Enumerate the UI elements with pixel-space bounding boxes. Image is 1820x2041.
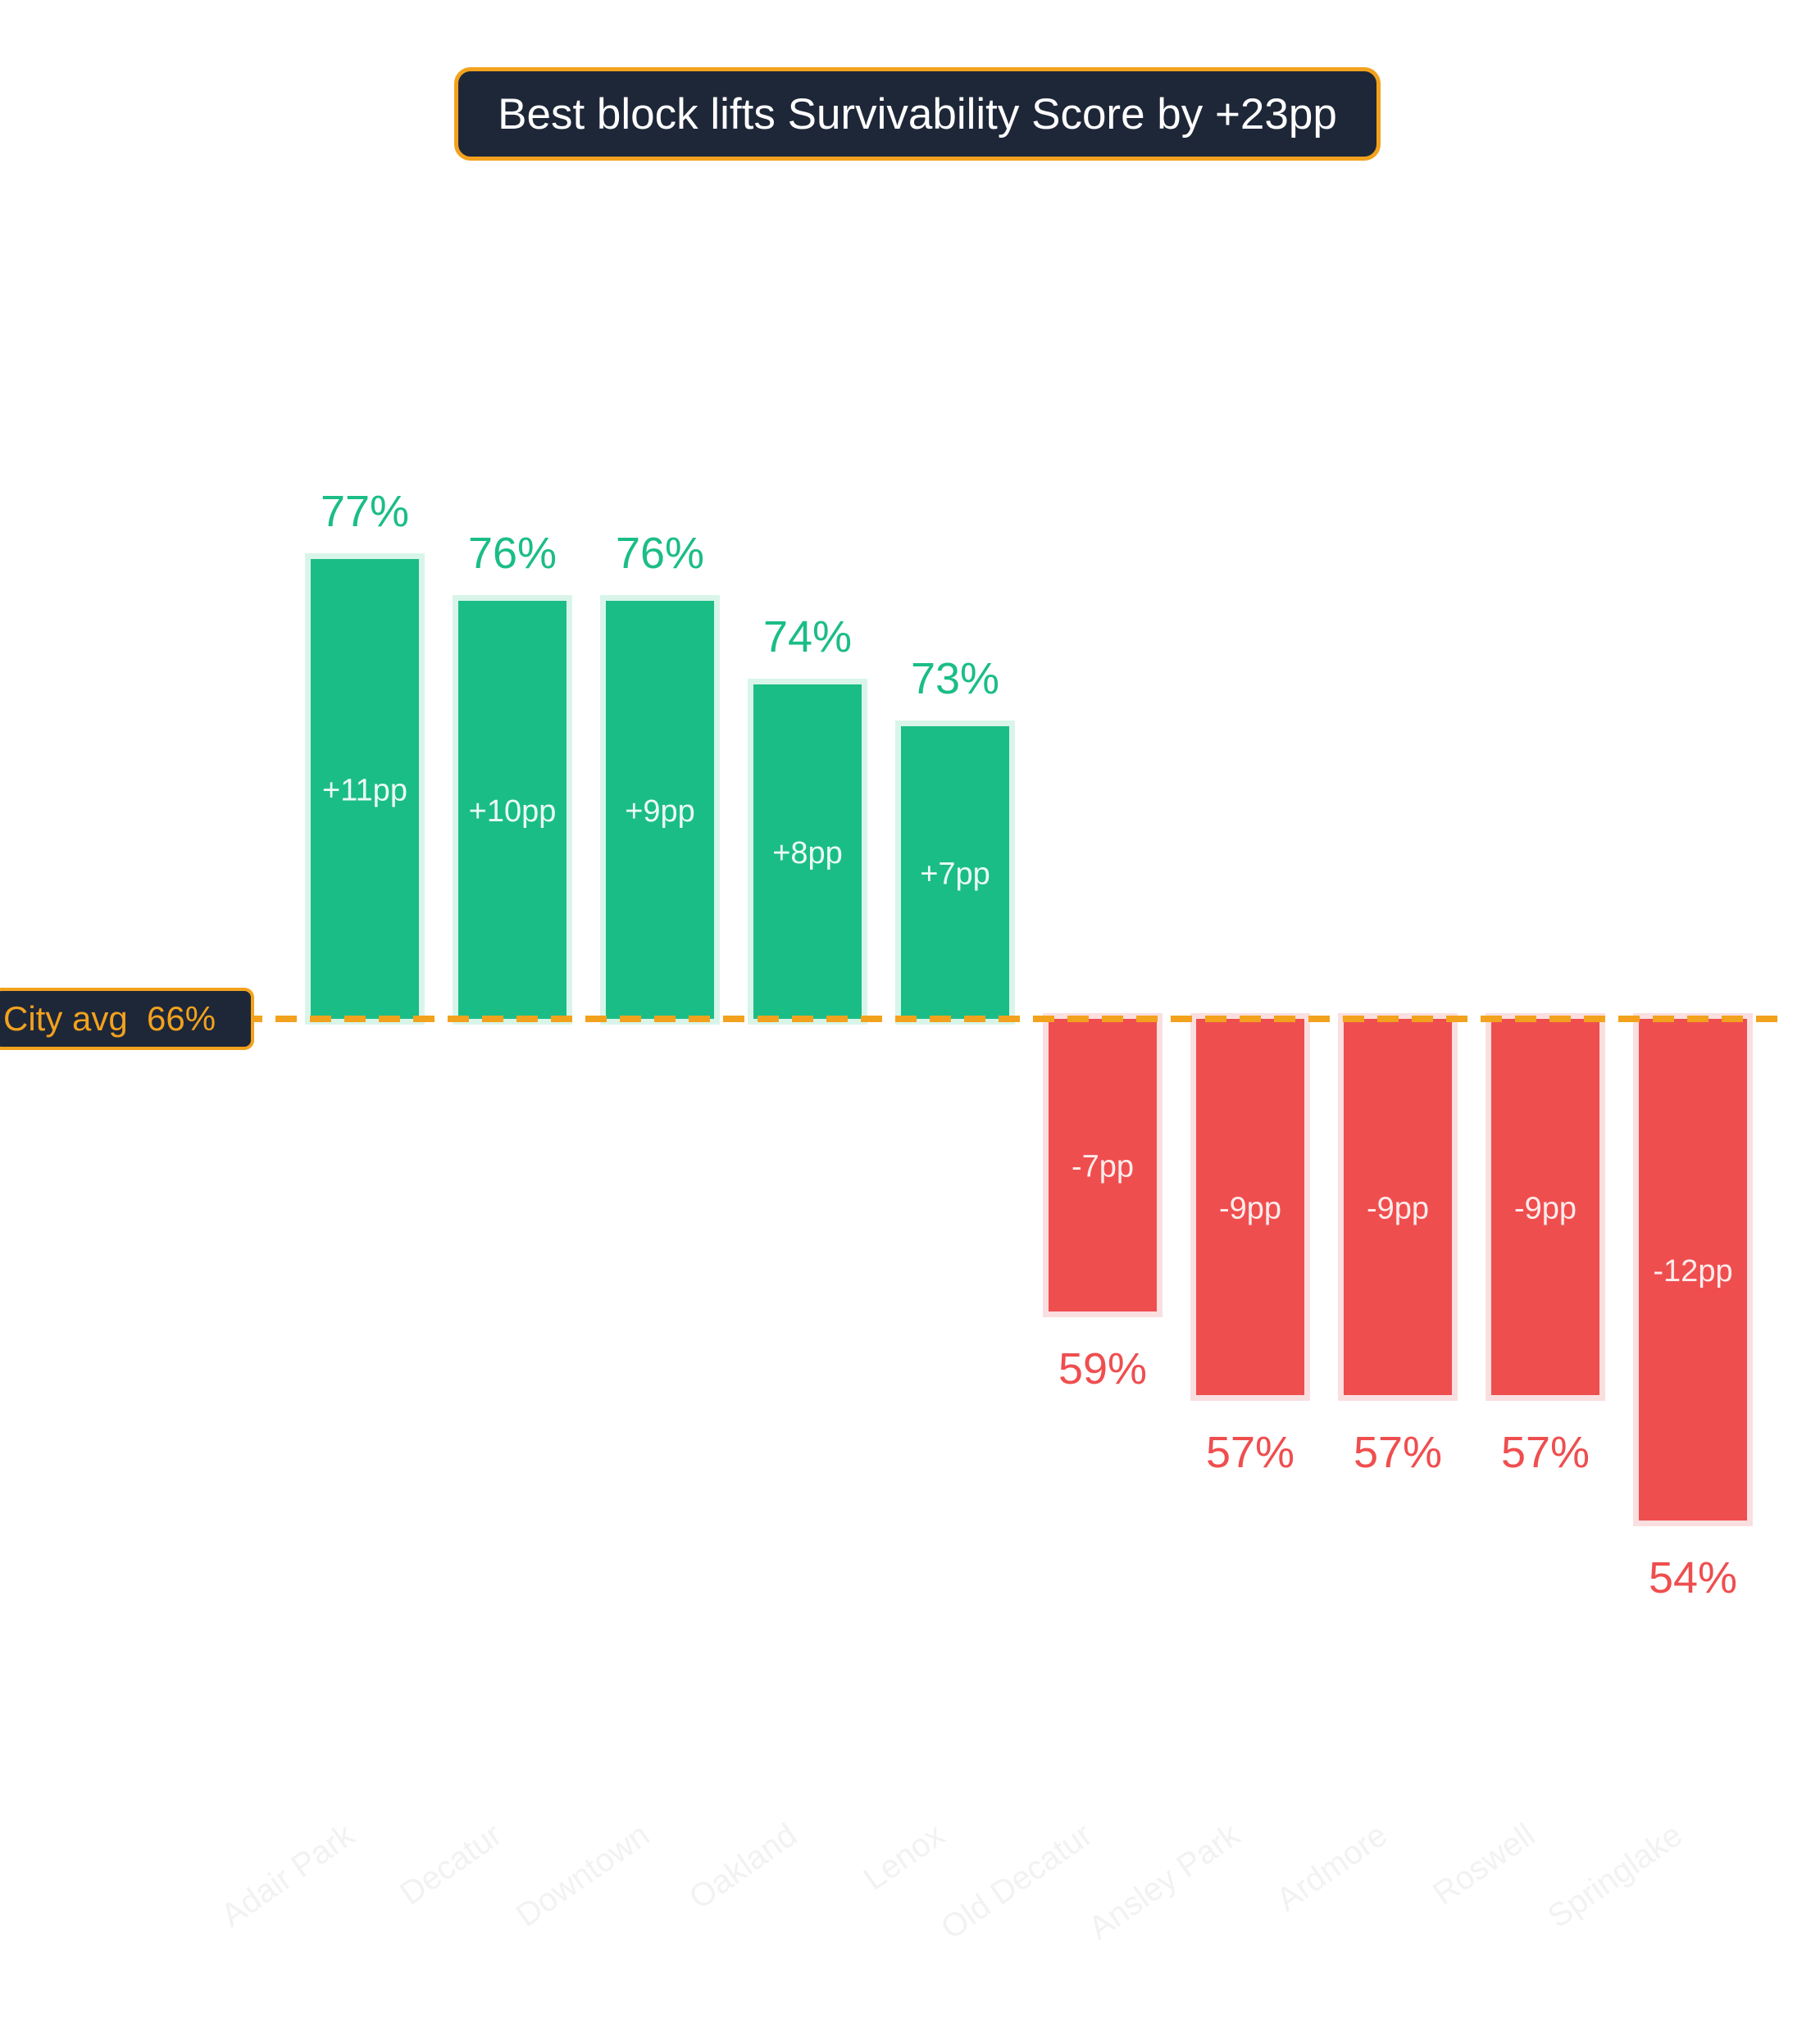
value-label: 57% [1501, 1428, 1590, 1477]
delta-label: +8pp [772, 836, 843, 870]
category-label: Decatur [394, 1816, 508, 1911]
bar [1639, 1019, 1747, 1521]
value-label: 57% [1354, 1428, 1442, 1477]
value-label: 59% [1058, 1344, 1147, 1393]
bar [1491, 1019, 1599, 1395]
category-label: Springlake [1541, 1816, 1689, 1934]
bar [606, 601, 714, 1019]
category-label: Downtown [510, 1816, 656, 1934]
value-label: 77% [321, 487, 409, 536]
delta-label: +11pp [322, 774, 407, 808]
delta-labels: +11pp +10pp +9pp +8pp +7pp -7pp -9pp -9pp -9pp -1… [322, 774, 1733, 1289]
category-label: Lenox [858, 1816, 952, 1898]
category-label: Ardmore [1270, 1816, 1394, 1918]
delta-label: +10pp [469, 794, 557, 829]
city-average-badge: City avg 66% [0, 988, 254, 1050]
category-label: Oakland [683, 1816, 803, 1916]
bar [901, 726, 1009, 1019]
category-labels: Adair Park Decatur Downtown Oakland LenoxOld… [215, 1816, 1689, 1947]
bar [1196, 1019, 1304, 1395]
bar [753, 684, 862, 1019]
bar [311, 559, 419, 1019]
value-label: 57% [1206, 1428, 1294, 1477]
bar [458, 601, 566, 1019]
bar [1344, 1019, 1452, 1395]
value-label: 54% [1649, 1553, 1737, 1602]
category-label: Old Decatur [935, 1816, 1099, 1946]
category-label: Roswell [1426, 1816, 1541, 1911]
category-label: Ansley Park [1082, 1816, 1247, 1947]
delta-label: -9pp [1219, 1192, 1281, 1226]
delta-label: -7pp [1072, 1150, 1134, 1184]
chart-title: Best block lifts Survivability Score by … [498, 89, 1337, 139]
delta-label: -12pp [1653, 1254, 1732, 1289]
delta-label: +9pp [625, 794, 695, 829]
delta-label: -9pp [1367, 1192, 1429, 1226]
value-labels: 77% 76% 76% 74% 73% 59% 57% 57% 57% 54% [321, 487, 1737, 1602]
value-label: 76% [468, 529, 557, 578]
bars [311, 559, 1747, 1521]
chart-title-box: Best block lifts Survivability Score by … [454, 67, 1381, 161]
bar [1049, 1019, 1157, 1311]
value-label: 76% [616, 529, 704, 578]
delta-label: -9pp [1514, 1192, 1577, 1226]
delta-label: +7pp [920, 857, 990, 892]
value-label: 74% [763, 612, 852, 661]
city-average-label: City avg 66% [3, 999, 216, 1038]
category-label: Adair Park [215, 1816, 362, 1934]
value-label: 73% [911, 654, 999, 703]
